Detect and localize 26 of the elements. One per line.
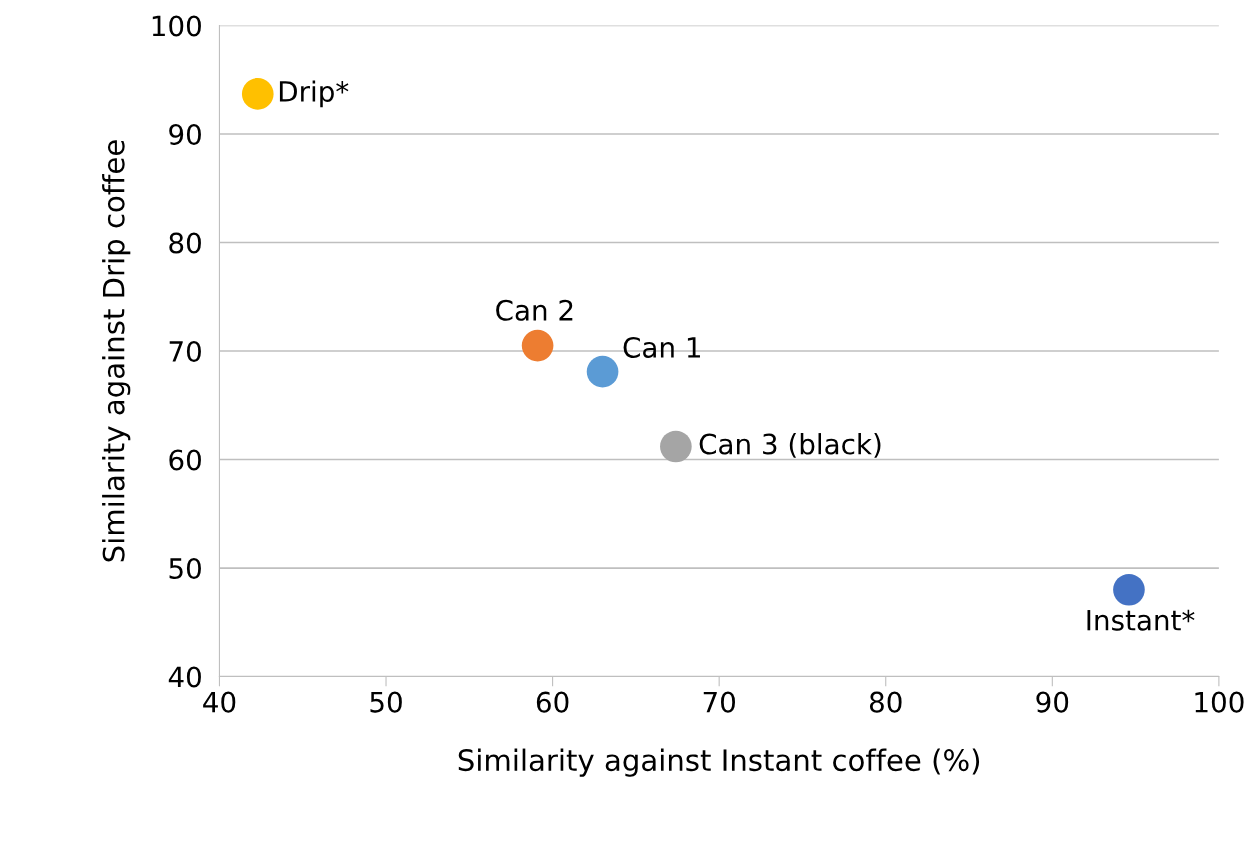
x-tick-label: 70 [703, 691, 735, 713]
y-tick-label: 90 [169, 123, 201, 145]
y-tick-label: 40 [168, 666, 201, 688]
series-label: Can 3 (black) [699, 433, 881, 458]
y-tick-label: 70 [169, 340, 201, 362]
point [660, 430, 692, 463]
series-label: Can 2 [496, 299, 573, 321]
x-tick-label: 90 [1036, 691, 1069, 713]
y-tick-label: 60 [169, 449, 201, 471]
point [1113, 573, 1145, 606]
series-label: Instant* [1087, 609, 1195, 631]
x-tick-label: 80 [869, 691, 902, 713]
x-tick-label: 100 [1195, 691, 1244, 713]
x-tick-label: 50 [370, 691, 402, 713]
point [521, 329, 554, 362]
y-tick-label: 50 [169, 557, 201, 579]
series-label: Drip* [279, 80, 349, 108]
x-tick-label: 60 [536, 691, 569, 713]
point [586, 355, 619, 388]
y-tick-label: 80 [169, 232, 201, 254]
x-tick-label: 40 [203, 691, 236, 713]
y-axis-title: Similarity against Drip coffee [102, 140, 131, 562]
x-axis-title: Similarity against Instant coffee (%) [458, 748, 980, 777]
series-label: Can 1 [623, 336, 700, 358]
point [241, 78, 274, 110]
y-tick-label: 100 [152, 15, 201, 37]
